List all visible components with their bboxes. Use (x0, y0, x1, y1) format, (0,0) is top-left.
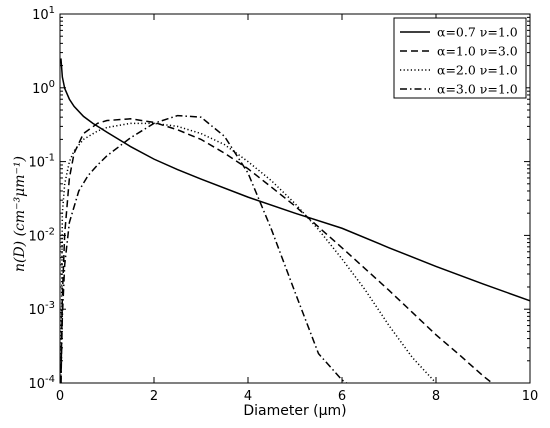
y-axis-label: n(D) (cm⁻³μm⁻¹) (12, 156, 28, 272)
legend-label-2: α=1.0 ν=3.0 (437, 44, 518, 59)
axes-layer: 0 2 4 6 8 10 10-4 10-3 10-2 10-1 100 101 (28, 5, 538, 404)
y-tick-label: 10-2 (28, 226, 55, 244)
y-tick-label: 100 (32, 79, 55, 97)
legend-label-3: α=2.0 ν=1.0 (437, 63, 518, 78)
y-tick-label: 10-3 (28, 300, 55, 318)
x-tick-label: 10 (522, 389, 539, 404)
y-tick-label: 10-1 (28, 153, 55, 171)
legend-label-1: α=0.7 ν=1.0 (437, 25, 518, 40)
series-line-2 (60, 118, 530, 383)
series-line-3 (60, 122, 437, 383)
x-tick-label: 6 (338, 389, 346, 404)
plot-frame (59, 13, 531, 384)
x-tick-label: 2 (150, 389, 158, 404)
series-line-1 (60, 58, 530, 302)
legend-label-4: α=3.0 ν=1.0 (437, 82, 518, 97)
y-tick-label: 101 (32, 5, 55, 23)
legend: α=0.7 ν=1.0 α=1.0 ν=3.0 α=2.0 ν=1.0 α=3.0 ν… (393, 17, 527, 99)
x-tick-label: 0 (56, 389, 64, 404)
series-layer (60, 58, 530, 383)
x-axis-label: Diameter (μm) (243, 403, 346, 419)
x-tick-label: 8 (432, 389, 440, 404)
series-line-4 (60, 114, 348, 383)
y-tick-label: 10-4 (28, 374, 55, 392)
x-tick-label: 4 (244, 389, 252, 404)
